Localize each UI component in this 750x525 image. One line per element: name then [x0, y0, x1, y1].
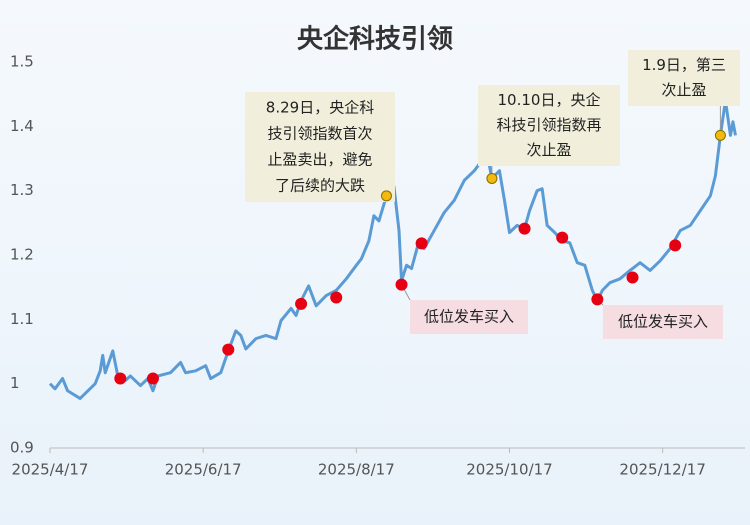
x-tick-label: 2025/8/17 — [318, 461, 395, 479]
chart-title: 央企科技引领 — [297, 24, 453, 55]
marker — [295, 297, 308, 310]
y-tick-label: 1.4 — [10, 117, 34, 135]
marker — [114, 372, 127, 385]
y-tick-label: 1.1 — [10, 310, 34, 328]
annotation-text: 科技引领指数再 — [496, 116, 601, 134]
annotation-box — [628, 50, 740, 106]
annotation-text: 低位发车买入 — [424, 308, 514, 326]
annotation-text: 1.9日，第三 — [642, 56, 726, 74]
annotation-box — [603, 305, 723, 339]
annotation-box — [410, 300, 528, 334]
annotation-text: 8.29日，央企科 — [266, 99, 374, 117]
marker — [626, 271, 639, 284]
annotation-text: 了后续的大跌 — [275, 177, 365, 195]
y-tick-label: 1.2 — [10, 246, 34, 264]
annotation-text: 10.10日，央企 — [498, 91, 601, 109]
marker — [415, 237, 428, 250]
y-tick-label: 1.5 — [10, 53, 34, 71]
marker — [222, 343, 235, 356]
marker — [395, 278, 408, 291]
y-tick-label: 1 — [10, 374, 20, 392]
marker — [556, 231, 569, 244]
annotation-text: 低位发车买入 — [618, 313, 708, 331]
x-tick-label: 2025/12/17 — [619, 461, 705, 479]
y-tick-label: 0.9 — [10, 439, 34, 457]
marker — [486, 172, 498, 184]
marker — [714, 129, 726, 141]
x-tick-label: 2025/6/17 — [165, 461, 242, 479]
annotation-box — [478, 85, 620, 166]
marker — [330, 291, 343, 304]
marker — [669, 239, 682, 252]
x-tick-label: 2025/4/17 — [12, 461, 89, 479]
x-tick-label: 2025/10/17 — [466, 461, 552, 479]
y-tick-label: 1.3 — [10, 181, 34, 199]
marker — [591, 293, 604, 306]
annotation-box — [245, 92, 395, 202]
annotation-text: 次止盈 — [526, 141, 571, 159]
annotation-text: 次止盈 — [661, 81, 706, 99]
marker — [380, 190, 392, 202]
annotation-text: 技引领指数首次 — [267, 125, 372, 143]
marker — [518, 222, 531, 235]
annotation-text: 止盈卖出，避免 — [267, 151, 372, 169]
marker — [146, 372, 159, 385]
